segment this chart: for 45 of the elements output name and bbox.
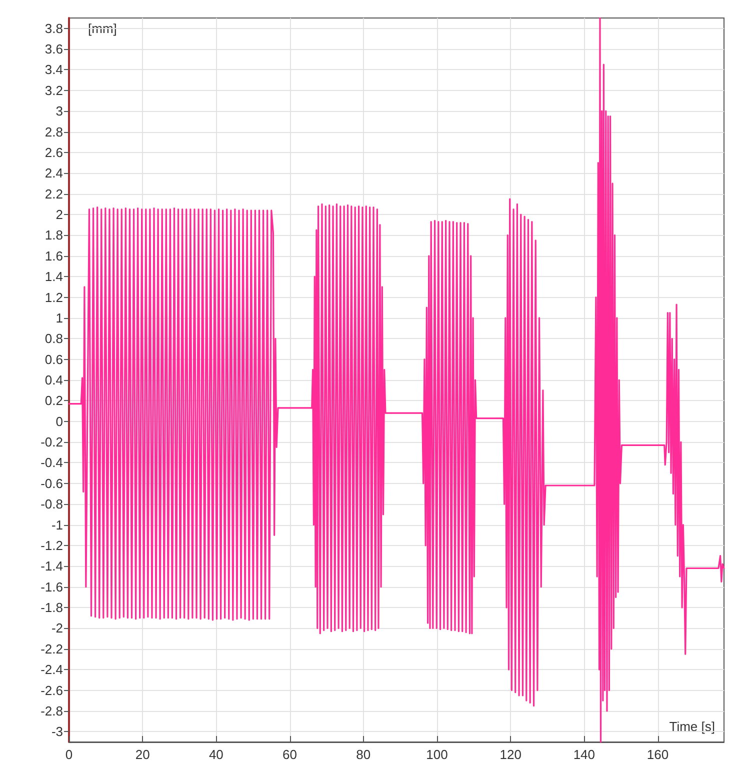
y-tick-label: 3.8 <box>44 20 63 36</box>
y-tick-label: 1 <box>56 310 63 326</box>
y-tick-label: -2.6 <box>40 682 63 698</box>
y-tick-label: 3 <box>56 104 63 119</box>
y-tick-label: 2.2 <box>44 186 63 202</box>
y-tick-label: -0.4 <box>40 455 63 470</box>
y-tick-label: -1.6 <box>40 579 63 594</box>
y-tick-label: 1.4 <box>44 269 63 284</box>
y-tick-label: 3.4 <box>44 62 63 78</box>
y-tick-label: -0.6 <box>40 476 63 491</box>
y-tick-label: 0.8 <box>44 331 63 346</box>
x-tick-label: 60 <box>282 747 298 762</box>
x-tick-label: 80 <box>356 747 371 762</box>
y-tick-label: 3.6 <box>44 42 63 57</box>
y-tick-label: -1.4 <box>40 558 63 574</box>
x-tick-label: 20 <box>135 747 150 762</box>
y-tick-label: -2 <box>51 620 63 636</box>
y-tick-label: 2 <box>56 207 63 222</box>
y-tick-label: 0.2 <box>44 393 63 408</box>
x-tick-label: 140 <box>573 747 596 762</box>
y-tick-label: 0.6 <box>44 352 63 367</box>
y-tick-label: 1.6 <box>44 248 63 264</box>
x-tick-label: 120 <box>500 747 522 762</box>
y-tick-label: -2.8 <box>40 703 63 718</box>
y-tick-label: 2.8 <box>44 124 63 140</box>
y-tick-label: 1.8 <box>44 228 63 243</box>
y-tick-label: -2.2 <box>40 641 63 656</box>
x-axis-title: Time [s] <box>669 719 716 734</box>
y-tick-label: 2.6 <box>44 144 63 160</box>
y-tick-label: -0.2 <box>40 434 63 450</box>
x-tick-label: 0 <box>65 747 73 762</box>
y-tick-label: -2.4 <box>40 662 63 678</box>
y-tick-label: -1 <box>51 517 63 532</box>
y-tick-label: -0.8 <box>40 496 63 512</box>
y-tick-label: -1.8 <box>40 600 63 616</box>
y-tick-label: 3.2 <box>44 82 63 98</box>
y-tick-label: 2.4 <box>44 166 63 181</box>
x-tick-label: 160 <box>646 747 669 762</box>
y-tick-label: 0 <box>56 414 63 429</box>
x-tick-label: 100 <box>426 747 448 762</box>
y-tick-label: -1.2 <box>40 538 63 553</box>
x-tick-label: 40 <box>208 747 224 762</box>
y-tick-label: 1.2 <box>44 290 63 305</box>
y-tick-label: -3 <box>51 724 63 740</box>
y-tick-label: 0.4 <box>44 372 63 388</box>
